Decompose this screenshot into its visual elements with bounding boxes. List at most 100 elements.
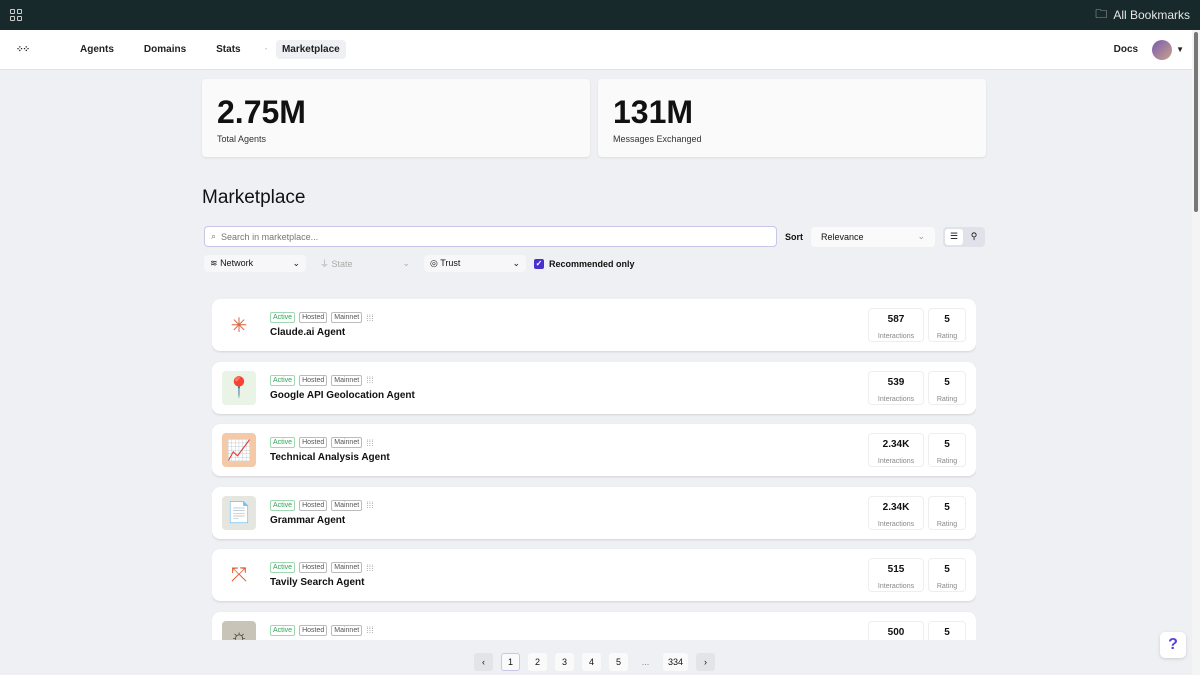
rating-label: Rating bbox=[936, 458, 958, 465]
nav-agents[interactable]: Agents bbox=[80, 44, 114, 55]
interactions-value: 2.34K bbox=[882, 439, 910, 450]
rating-value: 5 bbox=[944, 626, 950, 638]
view-toggle: ☰ ⚲ bbox=[943, 226, 985, 247]
help-button[interactable]: ? bbox=[1160, 632, 1186, 658]
agent-card[interactable]: 📈 Active Hosted Mainnet ⁞⁞⁞ Technical Analy… bbox=[212, 424, 976, 476]
agent-card[interactable]: 📄 Active Hosted Mainnet ⁞⁞⁞ Grammar Agent 2… bbox=[212, 486, 976, 539]
rating-label: Rating bbox=[936, 395, 958, 403]
trust-label: Trust bbox=[440, 258, 461, 268]
page-3[interactable]: 3 bbox=[555, 653, 574, 671]
interactions-stat: 500Interactions bbox=[868, 620, 924, 640]
nav-domains[interactable]: Domains bbox=[143, 44, 187, 55]
sort-select[interactable]: Relevance ⌄ bbox=[811, 226, 935, 247]
grid-dots-icon: ⁞⁞⁞ bbox=[366, 312, 374, 323]
search-input[interactable]: ⌕ Search in marketplace... bbox=[204, 226, 777, 247]
agent-card[interactable]: 📍 Active Hosted Mainnet ⁞⁞⁞ Google API Geol… bbox=[212, 361, 976, 414]
hosted-tag: Hosted bbox=[299, 624, 328, 636]
interactions-value: 539 bbox=[887, 376, 905, 388]
next-page-button[interactable]: › bbox=[696, 653, 716, 671]
trust-filter[interactable]: ◎ Trust ⌄ bbox=[424, 255, 526, 272]
page-4[interactable]: 4 bbox=[582, 653, 601, 671]
mainnet-tag: Mainnet bbox=[331, 499, 363, 511]
rating-label: Rating bbox=[936, 583, 958, 590]
pagination-ellipsis: ... bbox=[641, 657, 650, 667]
agent-name: Claude.ai Agent bbox=[270, 327, 346, 338]
chart-analysis-icon: 📈 bbox=[222, 433, 256, 467]
search-icon: ⌕ bbox=[211, 231, 217, 241]
active-tag: Active bbox=[270, 312, 296, 323]
interactions-stat: 2.34K Interactions bbox=[868, 433, 924, 467]
hosted-tag: Hosted bbox=[299, 562, 328, 573]
interactions-label: Interactions bbox=[877, 458, 915, 465]
stat-messages: 131M Messages Exchanged bbox=[598, 79, 986, 157]
prev-page-button[interactable]: ‹ bbox=[474, 653, 493, 671]
search-placeholder: Search in marketplace... bbox=[221, 231, 319, 242]
page-2[interactable]: 2 bbox=[528, 653, 547, 671]
rating-stat: 5 Rating bbox=[928, 433, 966, 467]
recommended-checkbox[interactable]: ✓ Recommended only bbox=[534, 258, 635, 269]
stat-label: Messages Exchanged bbox=[613, 134, 702, 144]
agent-name: Tavily Search Agent bbox=[270, 577, 365, 588]
rating-value: 5 bbox=[944, 501, 950, 513]
interactions-label: Interactions bbox=[877, 333, 915, 340]
page-last[interactable]: 334 bbox=[663, 653, 689, 671]
all-bookmarks-button[interactable]: 🗀 All Bookmarks bbox=[1095, 5, 1190, 26]
mainnet-tag: Mainnet bbox=[331, 312, 363, 323]
agent-name: Grammar Agent bbox=[270, 514, 346, 526]
stat-value: 131M bbox=[613, 94, 694, 130]
page-5[interactable]: 5 bbox=[609, 653, 628, 671]
nav-marketplace[interactable]: Marketplace bbox=[275, 40, 346, 59]
agent-card[interactable]: ✳ Active Hosted Mainnet ⁞⁞⁞ Claude.ai Agent… bbox=[212, 299, 976, 351]
list-view-icon[interactable]: ☰ bbox=[945, 228, 963, 245]
rating-stat: 5 Rating bbox=[928, 308, 966, 342]
docs-link[interactable]: Docs bbox=[1113, 44, 1139, 55]
stat-label: Total Agents bbox=[217, 134, 267, 144]
interactions-label: Interactions bbox=[877, 520, 915, 528]
map-pin-icon[interactable]: ⚲ bbox=[970, 231, 978, 241]
mainnet-tag: Mainnet bbox=[331, 562, 363, 573]
rating-stat: 5 Rating bbox=[928, 370, 966, 405]
chevron-down-icon: ⌄ bbox=[292, 258, 300, 268]
hosted-tag: Hosted bbox=[299, 499, 328, 511]
apps-grid-icon[interactable] bbox=[10, 9, 22, 21]
mainnet-tag: Mainnet bbox=[331, 437, 363, 448]
rating-value: 5 bbox=[944, 564, 950, 575]
agent-card[interactable]: ⤧ Active Hosted Mainnet ⁞⁞⁞ Tavily Search A… bbox=[212, 549, 976, 601]
grid-dots-icon: ⁞⁞⁞ bbox=[366, 500, 374, 510]
page-1[interactable]: 1 bbox=[501, 653, 520, 671]
recommended-label: Recommended only bbox=[549, 258, 635, 269]
folder-icon: 🗀 bbox=[1095, 6, 1108, 21]
scrollbar[interactable] bbox=[1192, 30, 1200, 675]
sort-label: Sort bbox=[785, 231, 803, 242]
weather-icon: ☼ bbox=[222, 620, 256, 640]
nav-stats[interactable]: Stats bbox=[216, 44, 241, 55]
rating-value: 5 bbox=[944, 376, 950, 388]
interactions-stat: 539 Interactions bbox=[868, 370, 924, 405]
check-circle-icon: ◎ bbox=[430, 258, 438, 268]
checkbox-checked-icon: ✓ bbox=[534, 258, 544, 269]
sort-value: Relevance bbox=[821, 231, 864, 242]
hosted-tag: Hosted bbox=[299, 312, 328, 323]
rating-label: Rating bbox=[936, 520, 958, 528]
chevron-down-icon: ⌄ bbox=[402, 258, 410, 268]
state-filter[interactable]: ⏚ State ⌄ bbox=[314, 255, 416, 272]
rating-stat: 5 Rating bbox=[928, 558, 966, 592]
rating-label: Rating bbox=[936, 333, 958, 340]
chevron-down-icon: ⌄ bbox=[512, 258, 520, 268]
interactions-value: 587 bbox=[887, 314, 905, 325]
rating-value: 5 bbox=[944, 439, 950, 450]
top-nav: ⁘⁘ Agents Domains Stats · Marketplace Do… bbox=[0, 30, 1200, 70]
mainnet-tag: Mainnet bbox=[331, 374, 363, 386]
agent-name: Weather Agent bbox=[270, 640, 864, 641]
logo-icon[interactable]: ⁘⁘ bbox=[16, 44, 30, 54]
network-filter[interactable]: ≋ Network ⌄ bbox=[204, 255, 306, 272]
page-title: Marketplace bbox=[202, 187, 306, 208]
pagination: ‹ 1 2 3 4 5 ... 334 › bbox=[474, 653, 716, 671]
avatar bbox=[1152, 39, 1173, 60]
caret-down-icon: ▼ bbox=[1176, 45, 1184, 54]
stat-total-agents: 2.75M Total Agents bbox=[202, 79, 590, 157]
stat-value: 2.75M bbox=[217, 94, 306, 130]
active-tag: Active bbox=[270, 437, 296, 448]
account-menu[interactable]: ▼ bbox=[1152, 39, 1184, 60]
